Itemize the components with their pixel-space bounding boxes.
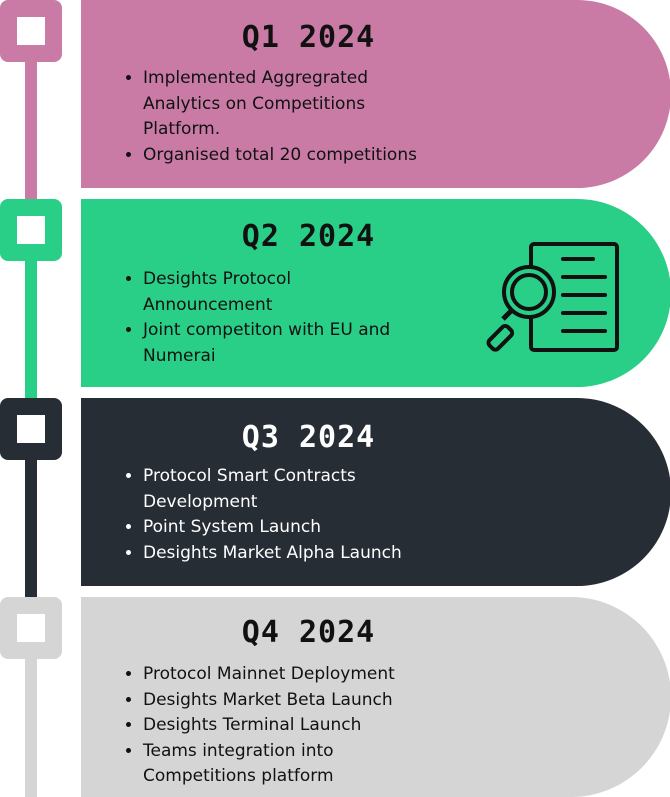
milestone-item: Desights Market Alpha Launch [143, 541, 443, 567]
milestone-list-q1: Implemented Aggregrated Analytics on Com… [125, 66, 443, 168]
document-search-icon [486, 242, 619, 352]
milestone-card-q3: Q3 2024 Protocol Smart Contracts Develop… [81, 398, 670, 586]
timeline-marker-q3 [0, 398, 62, 460]
timeline-connector-q2 [25, 255, 37, 405]
milestone-list-q3: Protocol Smart Contracts Development Poi… [125, 464, 443, 566]
timeline-connector-q3 [25, 455, 37, 605]
milestone-card-q1: Q1 2024 Implemented Aggregrated Analytic… [81, 0, 670, 188]
milestone-list-q4: Protocol Mainnet Deployment Desights Mar… [125, 662, 443, 790]
timeline-connector-q4 [25, 655, 37, 797]
milestone-card-q4: Q4 2024 Protocol Mainnet Deployment Desi… [81, 597, 670, 797]
milestone-item: Point System Launch [143, 515, 443, 541]
milestone-title-q2: Q2 2024 [241, 219, 376, 254]
milestone-item: Desights Market Beta Launch [143, 688, 443, 714]
milestone-title-q3: Q3 2024 [241, 420, 376, 455]
timeline-marker-q4 [0, 597, 62, 659]
milestone-item: Desights Terminal Launch [143, 713, 443, 739]
milestone-card-q2: Q2 2024 Desights Protocol Announcement J… [81, 199, 670, 387]
milestone-item: Protocol Smart Contracts Development [143, 464, 443, 515]
milestone-list-q2: Desights Protocol Announcement Joint com… [125, 267, 413, 369]
timeline-connector-q1 [25, 55, 37, 205]
milestone-title-q1: Q1 2024 [241, 20, 376, 55]
milestone-item: Protocol Mainnet Deployment [143, 662, 443, 688]
milestone-title-q4: Q4 2024 [241, 615, 376, 650]
milestone-item: Joint competiton with EU and Numerai [143, 318, 413, 369]
timeline-marker-q1 [0, 0, 62, 62]
milestone-item: Desights Protocol Announcement [143, 267, 413, 318]
milestone-item: Implemented Aggregrated Analytics on Com… [143, 66, 443, 143]
milestone-item: Teams integration into Competitions plat… [143, 739, 443, 790]
timeline-marker-q2 [0, 199, 62, 261]
milestone-item: Organised total 20 competitions [143, 143, 443, 169]
